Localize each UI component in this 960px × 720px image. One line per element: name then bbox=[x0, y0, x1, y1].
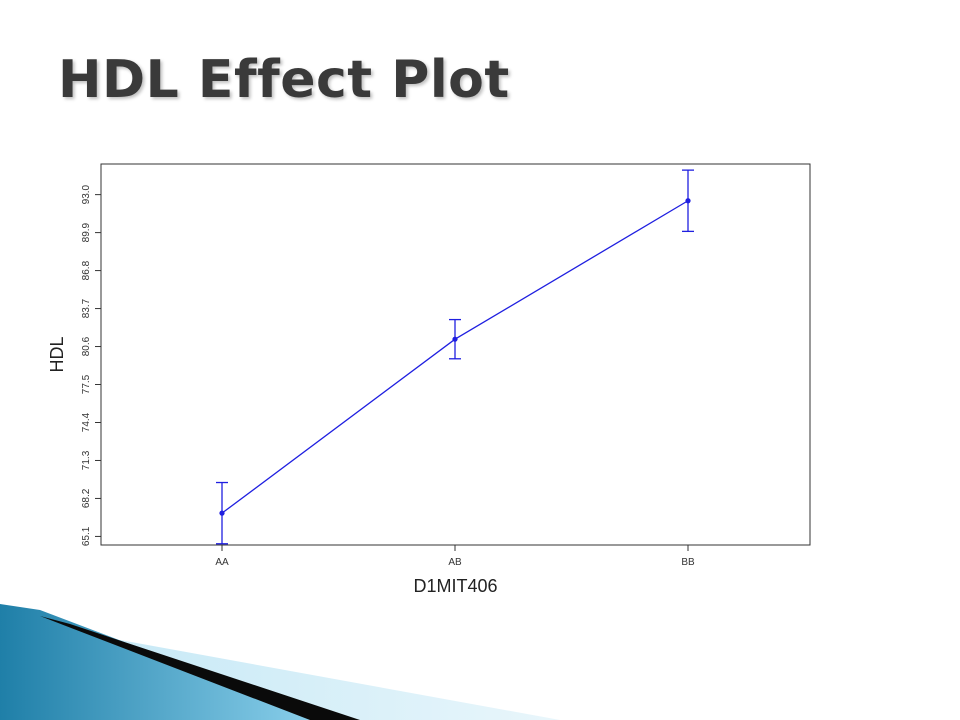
y-tick-label: 68.2 bbox=[81, 488, 92, 508]
y-tick-label: 74.4 bbox=[81, 412, 92, 432]
data-point bbox=[685, 198, 691, 204]
x-tick-label: BB bbox=[681, 557, 695, 568]
y-tick-label: 83.7 bbox=[81, 298, 92, 318]
x-tick-label: AB bbox=[448, 557, 462, 568]
y-tick-label: 93.0 bbox=[81, 184, 92, 204]
y-tick-label: 80.6 bbox=[81, 336, 92, 356]
data-points bbox=[219, 198, 691, 516]
slide-title: HDL Effect Plot bbox=[58, 50, 510, 110]
y-tick-label: 89.9 bbox=[81, 222, 92, 242]
y-tick-label: 65.1 bbox=[81, 526, 92, 546]
x-axis: AA AB BB bbox=[215, 545, 695, 568]
y-tick-label: 71.3 bbox=[81, 450, 92, 470]
data-point bbox=[452, 336, 458, 342]
x-tick-label: AA bbox=[215, 557, 229, 568]
y-axis-title: HDL bbox=[47, 336, 67, 372]
y-axis: 65.1 68.2 71.3 74.4 77.5 80.6 83.7 86.8 89.9 93.0 bbox=[81, 184, 101, 546]
y-tick-label: 86.8 bbox=[81, 260, 92, 280]
data-point bbox=[219, 510, 225, 516]
y-tick-label: 77.5 bbox=[81, 374, 92, 394]
error-bars bbox=[216, 169, 694, 545]
x-axis-title: D1MIT406 bbox=[413, 576, 497, 596]
